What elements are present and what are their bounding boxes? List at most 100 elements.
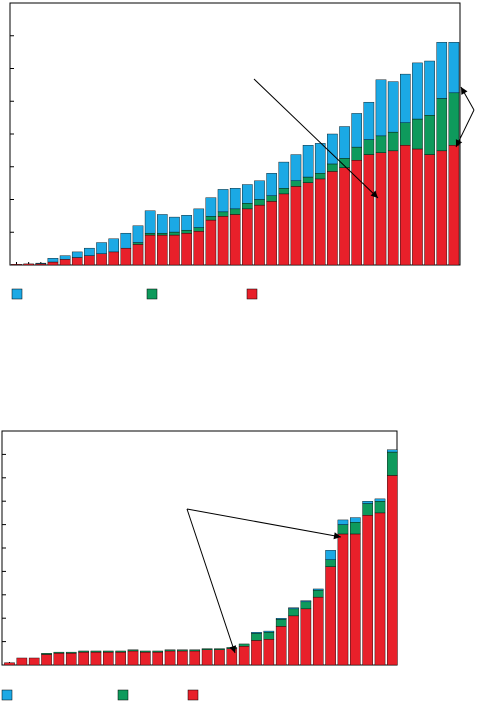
bar-segment bbox=[189, 650, 201, 666]
annotation-arrowhead bbox=[229, 645, 237, 653]
bar-segment bbox=[156, 234, 168, 266]
bar-segment bbox=[387, 449, 398, 453]
bar-segment bbox=[132, 244, 144, 266]
bar-segment bbox=[251, 632, 262, 634]
bar-segment bbox=[41, 653, 52, 655]
bar-segment bbox=[84, 255, 95, 266]
bar-segment bbox=[288, 608, 299, 617]
bar-segment bbox=[127, 649, 139, 652]
bar-segment bbox=[254, 204, 265, 266]
bar-segment bbox=[300, 601, 312, 610]
bar-segment bbox=[351, 159, 363, 266]
bar-segment bbox=[90, 651, 102, 666]
bar-segment bbox=[90, 650, 102, 653]
bar-segment bbox=[217, 189, 229, 213]
bar-segment bbox=[374, 498, 386, 502]
bar-segment bbox=[325, 566, 336, 666]
bar-segment bbox=[28, 657, 40, 666]
bar-segment bbox=[363, 139, 375, 155]
bar-segment bbox=[278, 193, 290, 266]
bar-segment bbox=[275, 619, 287, 627]
bar-segment bbox=[238, 646, 250, 666]
bar-segment bbox=[78, 650, 89, 653]
bar-segment bbox=[217, 216, 229, 266]
chart-top bbox=[9, 2, 475, 300]
bar-segment bbox=[102, 650, 114, 653]
bar-segment bbox=[387, 81, 399, 133]
bar-segment bbox=[4, 662, 15, 666]
bar-segment bbox=[412, 62, 423, 120]
bar-segment bbox=[263, 639, 275, 666]
bar-segment bbox=[339, 167, 350, 266]
bar-segment bbox=[350, 517, 361, 523]
bar-segment bbox=[351, 146, 363, 161]
annotation-arrowhead bbox=[461, 87, 468, 95]
bar-segment bbox=[314, 173, 326, 180]
bar-segment bbox=[362, 503, 373, 516]
bar-segment bbox=[314, 143, 326, 174]
bar-segment bbox=[278, 161, 290, 189]
bar-segment bbox=[96, 253, 107, 266]
bar-segment bbox=[325, 559, 336, 567]
bar-segment bbox=[362, 515, 373, 666]
annotation-line bbox=[253, 78, 379, 199]
bar-segment bbox=[84, 247, 95, 256]
bar-segment bbox=[65, 651, 77, 654]
bar-segment bbox=[115, 651, 126, 666]
legend-swatch bbox=[1, 689, 13, 701]
bar-segment bbox=[47, 261, 59, 266]
bar-segment bbox=[448, 145, 460, 266]
legend-swatch bbox=[187, 689, 199, 701]
bar-segment bbox=[152, 651, 164, 666]
bar-segment bbox=[144, 210, 156, 234]
bar-segment bbox=[164, 649, 176, 652]
legend-swatch bbox=[246, 288, 258, 300]
bar-segment bbox=[193, 227, 205, 232]
bar-segment bbox=[47, 258, 59, 263]
bar-segment bbox=[35, 262, 47, 265]
bar-segment bbox=[229, 188, 241, 210]
bar-segment bbox=[374, 512, 386, 666]
chart-bottom bbox=[1, 430, 398, 701]
bar-segment bbox=[71, 257, 83, 266]
bar-segment bbox=[424, 115, 435, 155]
bar-segment bbox=[375, 135, 387, 153]
bar-segment bbox=[229, 214, 241, 266]
bar-segment bbox=[120, 247, 132, 266]
bar-segment bbox=[302, 176, 314, 183]
bar-segment bbox=[71, 251, 83, 258]
bar-segment bbox=[59, 259, 71, 266]
annotation-line bbox=[186, 508, 342, 538]
bar-segment bbox=[193, 208, 205, 228]
bar-segment bbox=[132, 242, 144, 245]
bar-segment bbox=[362, 501, 373, 504]
bar-segment bbox=[177, 650, 188, 666]
bar-segment bbox=[152, 650, 164, 653]
bar-segment bbox=[16, 657, 28, 666]
bar-segment bbox=[144, 232, 156, 236]
bar-segment bbox=[375, 79, 387, 137]
bar-segment bbox=[350, 533, 361, 666]
bar-segment bbox=[181, 215, 192, 231]
bar-segment bbox=[325, 550, 336, 560]
bar-segment bbox=[238, 643, 250, 647]
bar-segment bbox=[226, 648, 238, 666]
bar-segment bbox=[374, 501, 386, 514]
bar-segment bbox=[189, 649, 201, 652]
bar-segment bbox=[23, 263, 34, 266]
annotation-line bbox=[186, 508, 236, 654]
bar-segment bbox=[169, 234, 180, 266]
bar-segment bbox=[436, 98, 448, 152]
bar-segment bbox=[363, 154, 375, 266]
bar-segment bbox=[424, 154, 435, 266]
bar-segment bbox=[312, 589, 324, 598]
bar-segment bbox=[65, 653, 77, 666]
bar-segment bbox=[288, 607, 299, 610]
bar-segment bbox=[193, 231, 205, 266]
bar-segment bbox=[214, 648, 225, 650]
bar-segment bbox=[290, 180, 302, 187]
bar-segment bbox=[387, 150, 399, 266]
bar-segment bbox=[300, 608, 312, 666]
bar-segment bbox=[436, 42, 448, 99]
bar-segment bbox=[59, 255, 71, 260]
